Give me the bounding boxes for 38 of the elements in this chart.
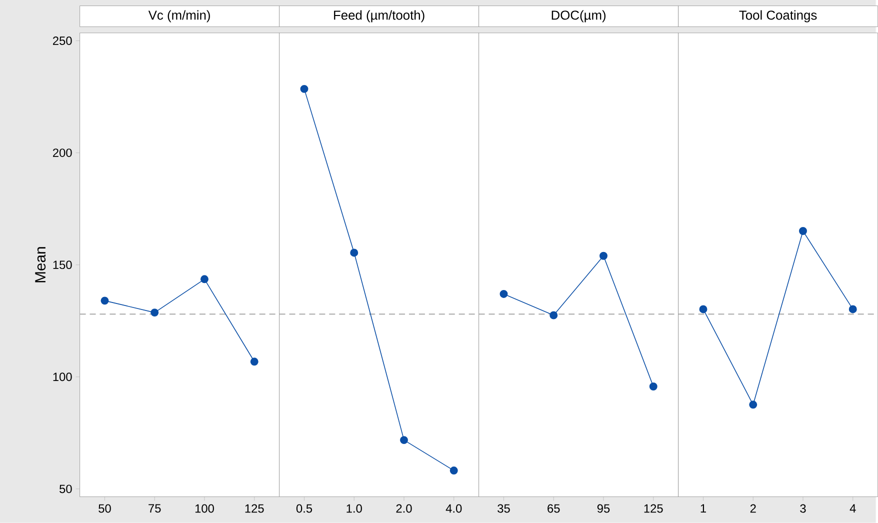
y-tick-label: 100 [53,372,72,382]
point [450,466,458,475]
x-tick-label: 2.0 [396,504,412,513]
point [300,85,308,94]
point [150,308,159,317]
point [100,296,109,305]
y-tick-label: 50 [60,484,72,494]
chart-title: DOC(µm) [552,10,606,22]
x-tick-label: 75 [148,504,161,513]
x-tick-label: 1.0 [346,504,362,513]
y-tick-label: 250 [52,36,72,46]
point [500,290,508,298]
x-tick-label: 65 [548,504,560,513]
x-tick-label: 0.5 [296,504,312,513]
point [400,436,408,444]
x-tick-label: 1 [700,504,706,513]
point [649,382,658,391]
x-tick-label: 35 [498,504,510,513]
point [200,275,208,284]
chart-title: Tool Coatings [739,10,817,22]
x-tick-label: 4 [850,504,856,513]
chart-title: Vc (m/min) [148,10,210,22]
x-tick-label: 100 [195,504,214,513]
x-tick-label: 4.0 [446,504,462,513]
point [600,252,608,260]
x-tick-label: 3 [800,504,806,513]
x-tick-label: 125 [245,504,264,513]
x-tick-label: 125 [644,504,663,513]
point [350,248,358,257]
point [550,311,558,320]
x-tick-label: 2 [750,504,756,513]
y-axis-title: Mean [35,247,46,282]
chart-title: Feed (µm/tooth) [334,10,424,22]
point [250,358,258,366]
y-tick-label: 150 [53,260,72,270]
x-tick-label: 95 [597,504,610,513]
x-tick-label: 50 [98,504,111,513]
y-tick-label: 200 [52,148,72,158]
